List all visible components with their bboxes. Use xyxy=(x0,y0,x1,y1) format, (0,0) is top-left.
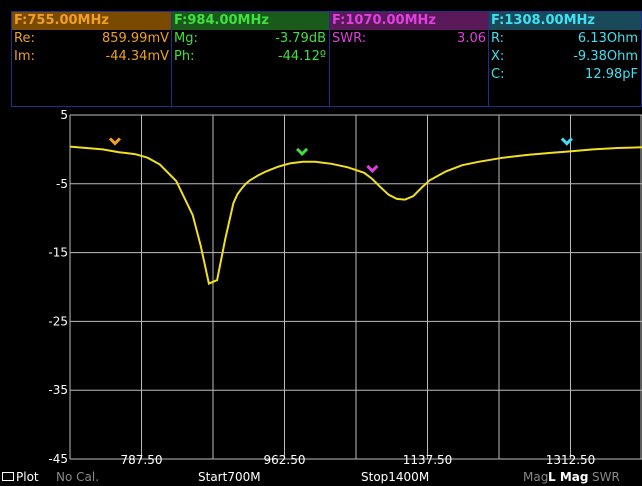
marker-row-label: R: xyxy=(491,31,505,46)
marker-2-row: Ph: -44.12º xyxy=(172,48,326,66)
marker-2-icon xyxy=(296,147,309,156)
mode-mag[interactable]: Mag xyxy=(523,470,549,484)
marker-1-box[interactable]: F:755.00MHz Re: 859.99mV Im: -44.34mV xyxy=(11,11,173,107)
marker-4-row: R: 6.13Ohm xyxy=(489,30,638,48)
marker-3-freq: F:1070.00MHz xyxy=(330,12,489,30)
plot-label[interactable]: Plot xyxy=(16,470,39,484)
start-freq[interactable]: Start700M xyxy=(198,470,261,484)
marker-row-label: SWR: xyxy=(332,31,367,46)
plot-area[interactable]: 5 -5 -15 -25 -35 -45 787.50 962.50 1137.50 1312.5… xyxy=(0,108,642,468)
y-tick-label: -35 xyxy=(48,383,68,397)
marker-4-icon xyxy=(560,137,573,146)
marker-row-label: Ph: xyxy=(174,49,195,64)
marker-row-label: X: xyxy=(491,49,505,64)
marker-row-label: Im: xyxy=(14,49,35,64)
y-tick-label: -5 xyxy=(56,177,68,191)
mode-swr[interactable]: SWR xyxy=(592,470,620,484)
y-tick-label: 5 xyxy=(60,108,68,122)
y-tick-label: -45 xyxy=(48,452,68,466)
marker-1-freq: F:755.00MHz xyxy=(12,12,172,30)
marker-row-value: 12.98pF xyxy=(585,67,638,82)
marker-row-value: -44.34mV xyxy=(105,49,169,64)
marker-4-box[interactable]: F:1308.00MHz R: 6.13Ohm X: -9.38Ohm C: 12.98pF xyxy=(488,11,642,107)
marker-2-box[interactable]: F:984.00MHz Mg: -3.79dB Ph: -44.12º xyxy=(171,11,330,107)
marker-3-row: SWR: 3.06 xyxy=(330,30,486,48)
marker-row-value: -3.79dB xyxy=(275,31,326,46)
x-tick-label: 962.50 xyxy=(264,453,306,467)
sweep-chart: 5 -5 -15 -25 -35 -45 787.50 962.50 1137.50 1312.5… xyxy=(48,108,642,467)
marker-row-value: -44.12º xyxy=(277,49,326,64)
marker-row-value: 6.13Ohm xyxy=(577,31,638,46)
marker-row-label: Re: xyxy=(14,31,35,46)
marker-3-icon xyxy=(366,164,379,174)
marker-4-freq: F:1308.00MHz xyxy=(489,12,641,30)
plot-checkbox-icon[interactable] xyxy=(2,472,14,481)
stop-freq[interactable]: Stop1400M xyxy=(361,470,430,484)
marker-row-label: C: xyxy=(491,67,505,82)
x-tick-label: 1312.50 xyxy=(546,453,596,467)
marker-1-icon xyxy=(108,137,122,146)
marker-row-label: Mg: xyxy=(174,31,198,46)
marker-1-row: Re: 859.99mV xyxy=(12,30,169,48)
marker-4-row: X: -9.38Ohm xyxy=(489,48,638,66)
marker-1-row: Im: -44.34mV xyxy=(12,48,169,66)
marker-row-value: 3.06 xyxy=(457,31,486,46)
bottom-bar: Plot No Cal. Start700M Stop1400M Mag L M… xyxy=(0,468,642,486)
marker-row-value: 859.99mV xyxy=(101,31,169,46)
marker-row-value: -9.38Ohm xyxy=(573,49,638,64)
mode-lmag[interactable]: L Mag xyxy=(548,470,589,484)
trace-line xyxy=(69,145,642,285)
marker-4-row: C: 12.98pF xyxy=(489,66,638,84)
marker-3-box[interactable]: F:1070.00MHz SWR: 3.06 xyxy=(329,11,490,107)
marker-2-row: Mg: -3.79dB xyxy=(172,30,326,48)
no-cal-label: No Cal. xyxy=(56,470,100,484)
y-tick-label: -25 xyxy=(48,314,68,328)
x-tick-label: 1137.50 xyxy=(403,453,453,467)
marker-2-freq: F:984.00MHz xyxy=(172,12,329,30)
x-tick-label: 787.50 xyxy=(121,453,163,467)
y-tick-label: -15 xyxy=(48,246,68,260)
marker-panel: F:755.00MHz Re: 859.99mV Im: -44.34mV F:984.… xyxy=(0,0,642,108)
